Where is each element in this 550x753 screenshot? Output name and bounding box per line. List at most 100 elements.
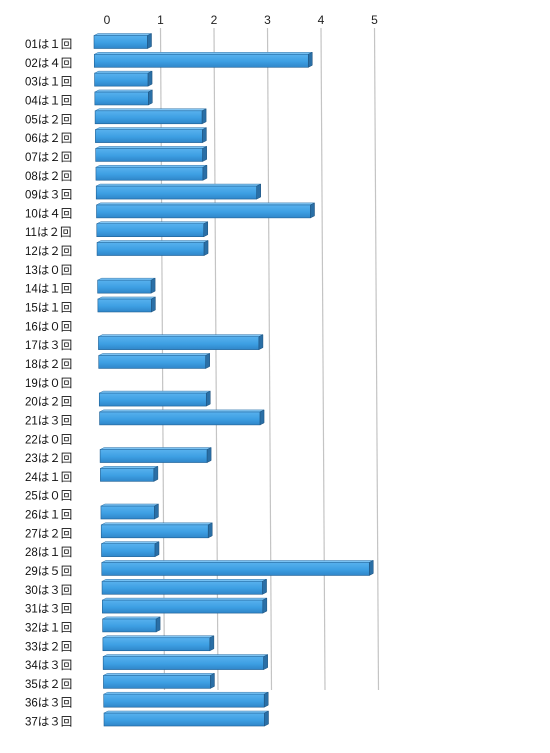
bar-top xyxy=(102,616,161,620)
category-label: 18は２回 xyxy=(25,358,72,371)
bar-side xyxy=(310,202,315,219)
bar-top xyxy=(97,277,156,281)
bar-front xyxy=(100,505,155,520)
category-label: 09は３回 xyxy=(25,189,72,202)
category-label: 23は２回 xyxy=(25,452,72,465)
bar-front xyxy=(100,468,155,482)
bar-top xyxy=(96,240,209,243)
category-label: 36は３回 xyxy=(25,697,72,710)
bar-top xyxy=(94,52,313,55)
category-label: 32は１回 xyxy=(25,621,72,634)
bar-side xyxy=(369,560,374,576)
bar-top xyxy=(99,409,265,413)
category-label: 28は１回 xyxy=(25,546,72,559)
bar-front xyxy=(95,148,203,162)
bar xyxy=(100,522,213,539)
category-label: 16は０回 xyxy=(25,320,72,333)
bar xyxy=(100,465,159,482)
category-label: 08は２回 xyxy=(25,170,72,183)
bar-front xyxy=(103,675,211,689)
bar-front xyxy=(101,562,370,576)
bar-side xyxy=(205,353,210,369)
category-label: 25は０回 xyxy=(25,490,72,503)
bar xyxy=(93,33,152,49)
bar-side xyxy=(206,390,211,407)
bar-side xyxy=(148,89,153,106)
bar-top xyxy=(95,146,207,149)
bar-front xyxy=(100,524,209,539)
bar-side xyxy=(210,672,215,689)
bar-front xyxy=(94,72,149,87)
x-tick-label: 5 xyxy=(371,13,378,27)
bar xyxy=(103,691,269,708)
bar-side xyxy=(202,164,208,181)
bar-side xyxy=(154,503,159,520)
bar xyxy=(98,390,211,407)
bar-side xyxy=(147,70,153,87)
bar-top xyxy=(103,673,215,676)
bar-top xyxy=(102,635,215,638)
bar-front xyxy=(101,580,263,595)
bar-front xyxy=(97,298,152,313)
category-label: 37は３回 xyxy=(25,716,72,729)
bar xyxy=(103,672,215,689)
bar-front xyxy=(95,166,204,181)
category-label: 35は２回 xyxy=(25,678,72,691)
category-label: 24は１回 xyxy=(25,471,72,484)
category-label: 13は０回 xyxy=(25,264,72,277)
bar-front xyxy=(94,110,203,125)
bar xyxy=(93,51,313,68)
bar xyxy=(97,296,156,313)
bar-side xyxy=(202,127,207,144)
bar-front xyxy=(94,91,149,106)
gridline xyxy=(320,27,326,691)
bar-top xyxy=(101,579,267,582)
gridline xyxy=(266,27,273,691)
bar-front xyxy=(93,54,309,68)
bar xyxy=(101,560,374,576)
category-label: 26は１回 xyxy=(25,509,72,522)
bar-front xyxy=(99,449,208,463)
bar-front xyxy=(103,693,265,708)
bar xyxy=(95,146,207,162)
bar-top xyxy=(103,710,269,714)
category-label: 31は３回 xyxy=(25,603,72,616)
bar xyxy=(96,240,209,256)
category-label: 30は３回 xyxy=(25,584,72,597)
bar-front xyxy=(103,712,265,727)
bar xyxy=(94,108,207,125)
bar-side xyxy=(154,541,160,558)
bar-front xyxy=(98,355,207,369)
category-label: 12は２回 xyxy=(25,245,72,258)
bar-front xyxy=(95,185,258,200)
x-tick-label: 1 xyxy=(157,13,164,27)
category-label: 11は２回 xyxy=(25,226,71,239)
bar-side xyxy=(150,277,156,294)
bar xyxy=(101,541,160,558)
category-label: 05は２回 xyxy=(25,113,72,126)
bar-top xyxy=(98,334,264,337)
category-labels: 01は１回 02は４回 03は１回 04は１回 05は２回 06は２回 07は２回 08は２回… xyxy=(25,38,72,729)
bar-side xyxy=(259,409,265,426)
bar xyxy=(98,353,210,369)
category-label: 20は２回 xyxy=(25,396,72,409)
bar-top xyxy=(102,597,267,601)
bar-top xyxy=(97,296,156,300)
category-label: 27は２回 xyxy=(25,527,72,540)
bar xyxy=(95,127,207,144)
bar-side xyxy=(206,447,212,463)
bar-top xyxy=(95,164,208,168)
bar xyxy=(100,503,159,520)
bar-top xyxy=(96,221,208,224)
bar xyxy=(96,221,209,238)
category-label: 02は４回 xyxy=(25,57,72,70)
bar-top xyxy=(96,202,315,206)
bar-side xyxy=(308,51,313,68)
bar-front xyxy=(93,35,148,49)
bar-side xyxy=(262,597,268,614)
bar-top xyxy=(103,691,269,695)
bar-top xyxy=(98,353,210,356)
x-tick-label: 3 xyxy=(264,13,271,27)
